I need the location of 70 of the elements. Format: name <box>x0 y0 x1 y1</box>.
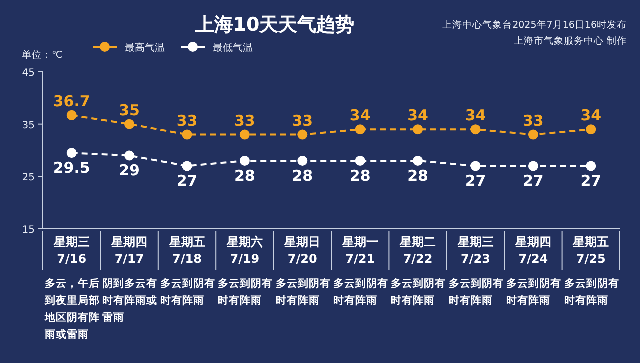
point <box>124 150 135 161</box>
point <box>66 148 77 158</box>
point <box>528 161 538 172</box>
point <box>240 156 250 166</box>
point <box>355 124 366 135</box>
point <box>586 161 596 172</box>
data-label: 27 <box>580 172 602 190</box>
text: 阴到多云有时有阵雨或雷雨 <box>102 277 158 324</box>
text: 多云，午后到夜里局部地区阴有阵雨或雷雨 <box>44 277 100 341</box>
point <box>470 124 481 135</box>
y-tick-label: 35 <box>22 120 35 132</box>
chart-title: 上海10天天气趋势 <box>194 14 355 36</box>
point <box>528 130 538 140</box>
data-label: 27 <box>176 172 198 190</box>
point <box>124 119 135 130</box>
text: 多云到阴有时有阵雨 <box>564 277 620 307</box>
data-label: 27 <box>523 172 544 190</box>
x-tick-label: 星期日 7/20 <box>284 235 321 266</box>
text: 多云到阴有时有阵雨 <box>448 277 504 307</box>
data-label: 28 <box>350 166 371 185</box>
data-label: 34 <box>465 106 486 125</box>
point <box>66 110 77 120</box>
point <box>413 124 424 135</box>
text: 上海市气象服务中心 制作 <box>514 35 627 47</box>
text: 多云到阴有时有阵雨 <box>506 277 562 307</box>
x-tick-label: 星期三 7/16 <box>52 235 90 266</box>
data-label: 33 <box>292 112 314 130</box>
data-label: 33 <box>176 112 198 130</box>
point <box>586 124 596 135</box>
text: 多云到阴有时有阵雨 <box>334 277 388 307</box>
point <box>182 161 192 172</box>
y-tick-label: 25 <box>22 172 35 184</box>
x-tick-label: 星期六 7/19 <box>226 235 263 266</box>
point <box>182 130 192 140</box>
x-tick-label: 星期五 7/25 <box>572 235 610 266</box>
point <box>470 161 481 172</box>
data-label: 27 <box>465 172 486 190</box>
point <box>298 130 308 140</box>
point <box>413 156 424 166</box>
text: 多云到阴有时有阵雨 <box>218 277 274 307</box>
data-label: 34 <box>580 106 602 125</box>
data-label: 33 <box>523 112 544 130</box>
legend-label: 最高气温 <box>125 42 165 54</box>
text: 多云到阴有时有阵雨 <box>276 277 331 307</box>
y-tick-label: 45 <box>22 68 35 79</box>
point <box>298 156 308 166</box>
text: 多云到阴有时有阵雨 <box>391 277 446 307</box>
data-label: 29 <box>119 162 140 180</box>
x-tick-label: 星期三 7/23 <box>456 235 494 266</box>
text: 多云到阴有时有阵雨 <box>160 277 216 307</box>
data-label: 33 <box>234 112 256 130</box>
x-tick-label: 星期四 7/17 <box>110 235 148 266</box>
point <box>240 130 250 140</box>
x-tick-label: 星期一 7/21 <box>341 235 378 266</box>
data-label: 28 <box>234 166 256 185</box>
data-label: 34 <box>408 106 428 125</box>
data-label: 29.5 <box>53 159 90 178</box>
point <box>355 156 366 166</box>
text: 上海中心气象台2025年7月16日16时发布 <box>442 19 627 31</box>
data-label: 35 <box>119 101 140 120</box>
data-label: 36.7 <box>53 92 90 110</box>
x-tick-label: 星期四 7/24 <box>514 235 552 266</box>
y-axis-title: 单位：℃ <box>22 49 63 61</box>
data-label: 34 <box>350 106 371 125</box>
x-tick-label: 星期五 7/18 <box>168 235 206 266</box>
data-label: 28 <box>408 166 428 185</box>
y-tick-label: 15 <box>22 225 35 236</box>
legend-label: 最低气温 <box>213 42 253 54</box>
x-tick-label: 星期二 7/22 <box>399 235 436 266</box>
data-label: 28 <box>292 166 314 185</box>
